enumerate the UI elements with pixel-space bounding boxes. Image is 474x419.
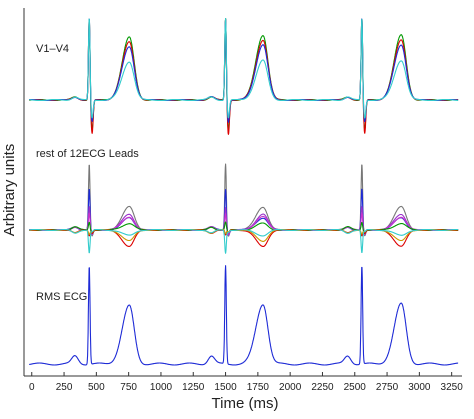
x-tick-label: 2250 [311,382,334,393]
ecg-trace [28,188,459,235]
x-axis-ticks: 0 250 500 750 1000 1250 1500 1750 2000 2250 2500 27… [29,372,463,393]
panel-label: RMS ECG [36,291,87,303]
x-tick-label: 1250 [182,382,205,393]
ecg-trace [28,265,459,366]
panel-labels: V1–V4 rest of 12ECG Leads RMS ECG [36,43,139,303]
x-tick-label: 500 [88,382,105,393]
x-tick-label: 750 [120,382,137,393]
x-tick-label: 3250 [441,382,464,393]
trace-group [28,17,459,366]
x-tick-label: 2000 [279,382,302,393]
y-axis-label: Arbitrary units [1,144,18,237]
panel-label: rest of 12ECG Leads [36,148,139,160]
x-tick-label: 3000 [408,382,431,393]
x-tick-label: 1750 [247,382,270,393]
x-tick-label: 2500 [344,382,367,393]
x-tick-label: 0 [29,382,35,393]
x-tick-label: 250 [56,382,73,393]
panel-label: V1–V4 [36,43,69,55]
x-axis-label: Time (ms) [212,395,279,412]
ecg-trace [28,228,459,248]
ecg-trace [28,228,459,254]
x-tick-label: 1500 [214,382,237,393]
ecg-trace [28,18,459,119]
x-tick-label: 2750 [376,382,399,393]
x-tick-label: 1000 [150,382,173,393]
ecg-trace [28,163,459,237]
